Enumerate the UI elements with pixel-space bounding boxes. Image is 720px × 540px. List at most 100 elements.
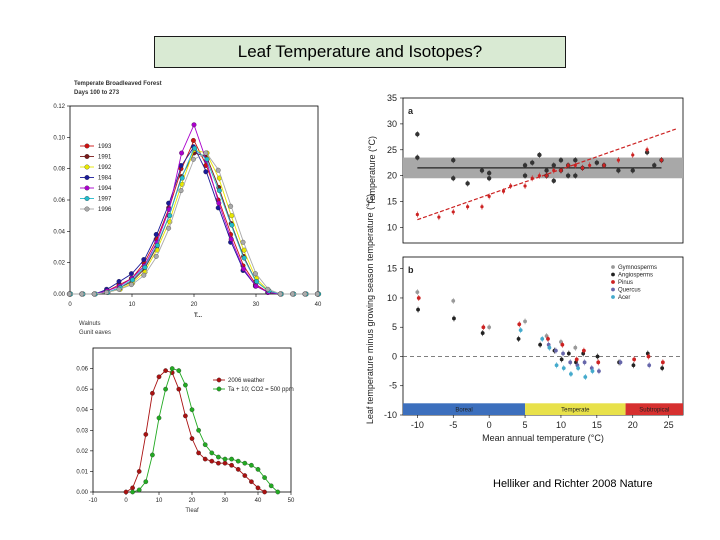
- data-point-pinus: [574, 357, 579, 362]
- legend-swatch-marker: [84, 206, 90, 212]
- series-line-1992: [70, 149, 318, 295]
- data-point-air: [437, 215, 441, 219]
- legend-marker: [611, 272, 615, 277]
- data-point-air: [544, 174, 549, 178]
- data-point-angiosperms: [595, 354, 600, 359]
- data-point: [204, 156, 210, 162]
- data-point-angiosperms: [559, 357, 564, 362]
- data-point: [176, 368, 182, 373]
- data-point: [255, 467, 261, 472]
- fit-line-air-fit: [417, 128, 677, 221]
- data-point: [141, 257, 147, 262]
- legend-entry: 1984: [98, 176, 112, 182]
- data-point: [262, 475, 267, 480]
- panel-a-y-label: Temperature (°C): [367, 136, 377, 205]
- data-point-leaf: [573, 157, 578, 163]
- data-point-air: [415, 212, 419, 217]
- data-point-air: [559, 168, 563, 173]
- data-point-air: [552, 168, 556, 173]
- x-tick-label: 20: [189, 498, 196, 504]
- chart-title: Temperate Broadleaved Forest: [74, 81, 162, 87]
- data-point-air: [509, 184, 513, 188]
- data-point: [179, 175, 185, 181]
- data-point-leaf: [544, 168, 549, 173]
- data-point: [143, 479, 149, 485]
- data-point: [203, 169, 209, 175]
- x-tick-label: 0: [487, 420, 492, 430]
- legend-entry: 1997: [98, 197, 112, 203]
- x-axis-label: Tleaf: [185, 508, 199, 514]
- x-tick-label: 10: [156, 498, 163, 504]
- data-point-acer: [554, 363, 559, 368]
- x-tick-label: 40: [255, 498, 262, 504]
- data-point-air: [580, 166, 585, 170]
- series-line: [125, 370, 265, 493]
- data-point: [150, 452, 155, 458]
- data-point-leaf: [486, 170, 492, 176]
- data-point: [229, 462, 234, 468]
- y-tick-label: 0.06: [53, 198, 65, 204]
- data-point: [183, 413, 188, 419]
- data-point: [116, 279, 122, 284]
- data-point-quercus: [553, 348, 558, 353]
- y-tick-label: 0.12: [53, 104, 65, 110]
- data-point-acer: [540, 337, 545, 341]
- data-point-air: [530, 176, 534, 180]
- data-point-air: [659, 158, 664, 162]
- x-tick-label: 20: [191, 302, 198, 308]
- x-tick-label: 5: [523, 420, 528, 430]
- data-point-pinus: [596, 360, 601, 365]
- legend-entry: 1992: [98, 165, 112, 171]
- data-point-air: [487, 194, 491, 198]
- data-point: [130, 489, 135, 495]
- y-tick-label: 15: [387, 264, 397, 274]
- data-point-quercus: [568, 360, 573, 365]
- y-tick-label: 0.06: [76, 367, 88, 373]
- series-line-1991: [70, 152, 318, 295]
- data-point: [128, 271, 134, 277]
- y-tick-label: 30: [387, 119, 397, 129]
- data-point-air: [523, 184, 527, 188]
- data-point-angiosperms: [660, 366, 665, 371]
- data-point: [277, 291, 283, 297]
- data-point: [241, 255, 247, 261]
- legend-swatch-marker: [84, 175, 90, 180]
- data-point-pinus: [660, 360, 665, 365]
- data-point-gymnosperms: [415, 290, 420, 295]
- data-point: [136, 487, 142, 493]
- legend-swatch-marker: [216, 386, 222, 392]
- data-point-gymnosperms: [573, 345, 578, 350]
- x-axis-label: Mean annual temperature (°C): [482, 433, 604, 443]
- legend-marker: [611, 265, 615, 269]
- data-point-gymnosperms: [559, 339, 563, 344]
- y-tick-label: 25: [387, 145, 397, 155]
- data-point-quercus: [561, 351, 565, 356]
- data-point-pinus: [581, 348, 586, 353]
- data-point-quercus: [647, 363, 652, 368]
- data-point-leaf: [594, 160, 600, 165]
- data-point-leaf: [486, 176, 492, 181]
- data-point: [141, 272, 147, 278]
- chart-temperate-broadleaved-forest: Temperate Broadleaved Forest Days 100 to …: [53, 81, 322, 319]
- data-point: [178, 188, 184, 194]
- x-tick-label: 20: [628, 420, 638, 430]
- data-point: [176, 386, 182, 392]
- y-tick-label: 0.00: [76, 490, 88, 496]
- data-point-pinus: [546, 337, 550, 341]
- data-point-leaf: [537, 152, 542, 158]
- y-tick-label: 10: [387, 222, 397, 232]
- legend-entry: Gymnosperms: [618, 265, 657, 271]
- legend-entry: 2006 weather: [228, 378, 264, 384]
- data-point-air: [451, 210, 455, 214]
- x-tick-label: -5: [449, 420, 457, 430]
- legend-swatch-marker: [84, 164, 90, 170]
- y-tick-label: 0.03: [76, 428, 88, 434]
- data-point-air: [466, 205, 470, 209]
- data-point: [66, 291, 72, 297]
- data-point-gymnosperms: [544, 334, 549, 338]
- data-point: [123, 489, 129, 495]
- data-point-air: [645, 148, 649, 152]
- data-point-leaf: [530, 160, 535, 165]
- data-point: [156, 374, 162, 380]
- data-point-leaf: [522, 173, 528, 178]
